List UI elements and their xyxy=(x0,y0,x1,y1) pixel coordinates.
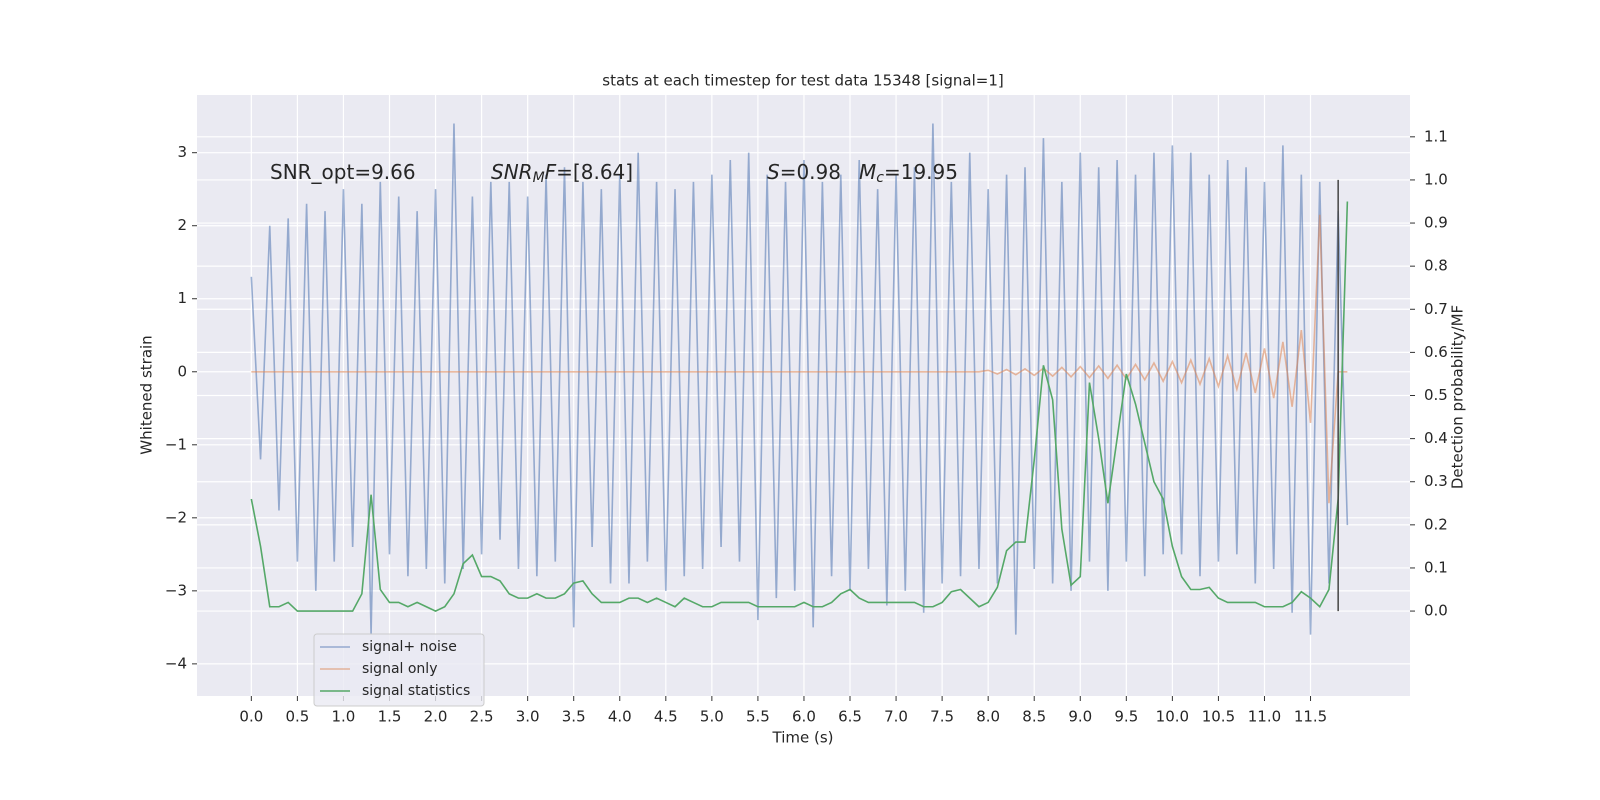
x-tick-label: 5.5 xyxy=(746,708,770,726)
annotation-part: =0.98 xyxy=(780,160,841,184)
x-tick-label: 3.5 xyxy=(562,708,586,726)
x-tick-label: 3.0 xyxy=(516,708,540,726)
y-tick-label: −3 xyxy=(165,581,187,599)
x-tick-label: 2.5 xyxy=(470,708,494,726)
annotation-part: SNR_opt=9.66 xyxy=(270,160,416,184)
annotation: S=0.98 xyxy=(767,160,841,184)
x-axis-label: Time (s) xyxy=(772,729,834,747)
annotation: SNRMF=[8.64] xyxy=(491,160,633,187)
x-tick-label: 6.5 xyxy=(838,708,862,726)
series-line xyxy=(251,214,1348,504)
x-tick-label: 1.5 xyxy=(378,708,402,726)
y-tick-label: −2 xyxy=(165,508,187,526)
annotation-part: M xyxy=(859,160,876,184)
y2-tick-label: 0.1 xyxy=(1424,558,1448,576)
x-tick-label: 4.5 xyxy=(654,708,678,726)
annotation: SNR_opt=9.66 xyxy=(270,160,416,184)
plot-lines xyxy=(250,123,1349,635)
x-tick-label: 1.0 xyxy=(332,708,356,726)
x-tick-label: 8.0 xyxy=(976,708,1000,726)
annotation-part: S xyxy=(767,160,780,184)
y2-tick-label: 0.4 xyxy=(1424,429,1448,447)
x-tick-label: 2.0 xyxy=(424,708,448,726)
y2-tick-label: 0.3 xyxy=(1424,472,1448,490)
y-axis-label: Whitened strain xyxy=(138,335,156,454)
annotation-part: F xyxy=(545,160,557,184)
x-tick-label: 11.5 xyxy=(1294,708,1327,726)
y2-tick-label: 0.0 xyxy=(1424,602,1448,620)
y-tick-label: 3 xyxy=(177,143,187,161)
annotation-part: SNR xyxy=(491,160,533,184)
x-tick-label: 9.5 xyxy=(1114,708,1138,726)
series-line xyxy=(250,201,1349,612)
x-tick-label: 5.0 xyxy=(700,708,724,726)
x-tick-label: 0.5 xyxy=(285,708,309,726)
axes: 0.0 0.5 1.0 1.5 2.0 2.5 3.0 3.5 4.0 4.5 5.0 5.5 6.0 6… xyxy=(165,127,1448,725)
legend-label: signal+ noise xyxy=(362,639,457,655)
chart-title: stats at each timestep for test data 153… xyxy=(602,72,1003,90)
legend-label: signal statistics xyxy=(362,683,470,699)
annotation-part: =19.95 xyxy=(884,160,958,184)
x-tick-label: 7.0 xyxy=(884,708,908,726)
y2-tick-label: 0.5 xyxy=(1424,386,1448,404)
y2-tick-label: 0.6 xyxy=(1424,343,1448,361)
x-tick-label: 9.0 xyxy=(1068,708,1092,726)
legend-label: signal only xyxy=(362,661,437,677)
x-tick-label: 7.5 xyxy=(930,708,954,726)
series-line xyxy=(250,123,1349,635)
y2-tick-label: 0.9 xyxy=(1424,214,1448,232)
y2-axis-label: Detection probability/MF xyxy=(1449,305,1467,489)
x-tick-label: 4.0 xyxy=(608,708,632,726)
annotation-part: c xyxy=(876,170,884,186)
x-tick-label: 0.0 xyxy=(239,708,263,726)
y-tick-label: 2 xyxy=(177,216,187,234)
annotation-part: M xyxy=(533,170,545,186)
y2-tick-label: 0.8 xyxy=(1424,257,1448,275)
legend: signal+ noise signal only signal statistic… xyxy=(313,633,485,707)
legend-box xyxy=(313,633,485,707)
x-tick-label: 6.0 xyxy=(792,708,816,726)
y-tick-label: 1 xyxy=(177,289,187,307)
annotation-part: =[8.64] xyxy=(556,160,633,184)
y2-tick-label: 1.1 xyxy=(1424,127,1448,145)
x-tick-label: 10.5 xyxy=(1202,708,1235,726)
y2-tick-label: 0.2 xyxy=(1424,515,1448,533)
y-tick-label: −1 xyxy=(165,435,187,453)
y2-tick-label: 1.0 xyxy=(1424,170,1448,188)
y2-tick-label: 0.7 xyxy=(1424,300,1448,318)
annotation: Mc=19.95 xyxy=(859,160,958,187)
x-tick-label: 8.5 xyxy=(1022,708,1046,726)
y-tick-label: −4 xyxy=(165,654,187,672)
y-tick-label: 0 xyxy=(177,362,187,380)
x-tick-label: 10.0 xyxy=(1156,708,1189,726)
x-tick-label: 11.0 xyxy=(1248,708,1281,726)
